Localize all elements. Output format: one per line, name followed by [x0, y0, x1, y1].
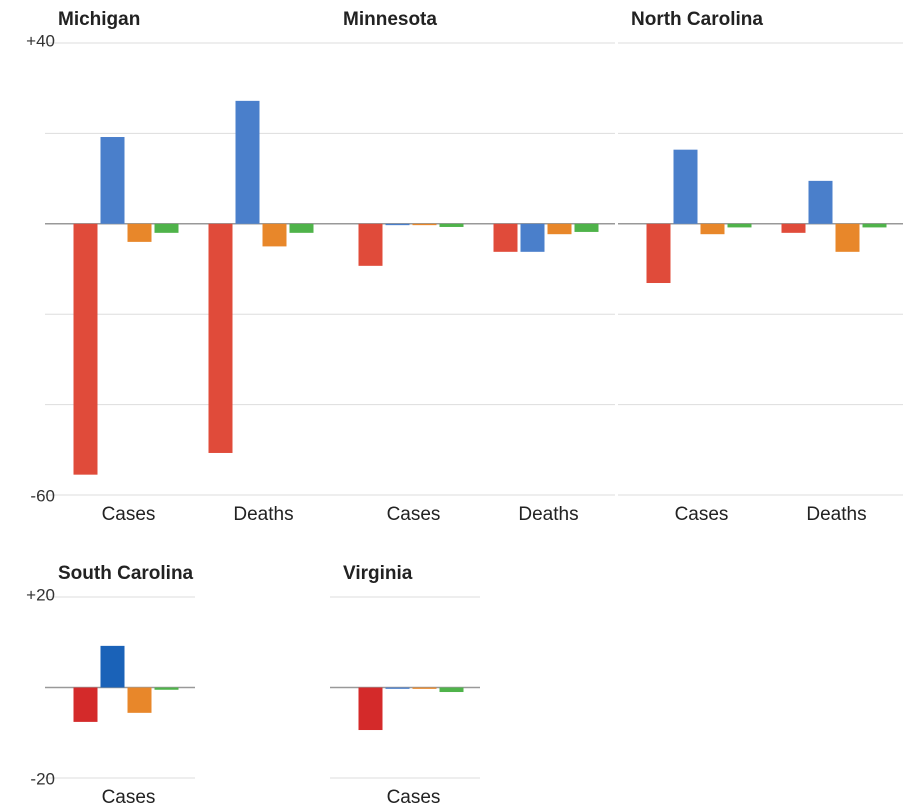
panel-title: South Carolina: [58, 563, 194, 584]
bar: [412, 223, 437, 226]
panel-title: Michigan: [58, 9, 140, 30]
bar: [835, 223, 860, 252]
bar: [73, 223, 98, 475]
y-tick-label: -20: [30, 769, 55, 788]
bar: [781, 223, 806, 233]
bar: [73, 687, 98, 722]
panel-title: Virginia: [343, 563, 413, 584]
x-tick-label: Cases: [387, 504, 441, 525]
bar: [154, 687, 179, 690]
x-tick-label: Deaths: [518, 504, 578, 525]
bar: [262, 223, 287, 247]
bar: [385, 223, 410, 226]
x-tick-label: Deaths: [233, 504, 293, 525]
bar: [862, 223, 887, 228]
bar: [358, 687, 383, 731]
bar: [520, 223, 545, 252]
bar: [727, 223, 752, 228]
bar: [574, 223, 599, 232]
x-tick-label: Cases: [387, 787, 441, 808]
bar: [100, 645, 125, 688]
y-tick-label: +40: [26, 31, 55, 50]
bar: [700, 223, 725, 235]
bar: [127, 687, 152, 713]
bar: [673, 149, 698, 224]
x-tick-label: Deaths: [806, 504, 866, 525]
bar: [646, 223, 671, 284]
bar: [289, 223, 314, 233]
bar: [547, 223, 572, 235]
y-tick-label: +20: [26, 585, 55, 604]
bar: [808, 180, 833, 224]
x-tick-label: Cases: [102, 504, 156, 525]
panel-title: North Carolina: [631, 9, 763, 30]
bar: [385, 687, 410, 689]
bar: [412, 687, 437, 689]
bar: [439, 223, 464, 227]
panel-title: Minnesota: [343, 9, 437, 30]
bar: [358, 223, 383, 266]
y-tick-label: -60: [30, 486, 55, 505]
bar: [154, 223, 179, 233]
x-tick-label: Cases: [675, 504, 729, 525]
bar: [493, 223, 518, 252]
bar: [208, 223, 233, 453]
x-tick-label: Cases: [102, 787, 156, 808]
bar: [235, 100, 260, 224]
bar: [100, 137, 125, 224]
bar: [127, 223, 152, 242]
bar: [439, 687, 464, 693]
